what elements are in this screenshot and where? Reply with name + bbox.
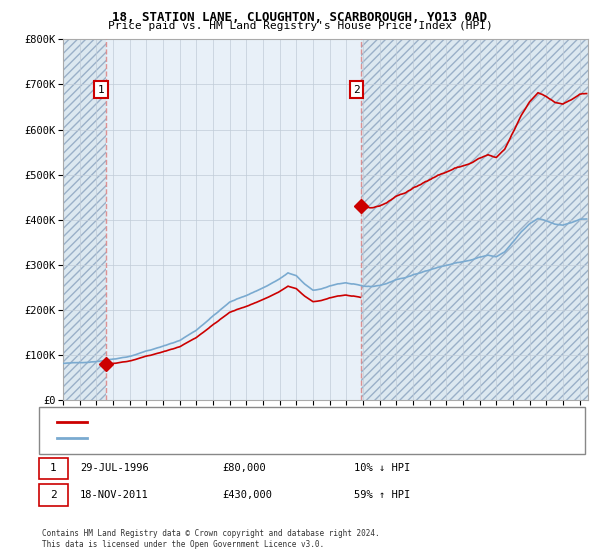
Text: £80,000: £80,000 bbox=[222, 463, 266, 473]
Text: 1: 1 bbox=[50, 463, 57, 473]
Text: 29-JUL-1996: 29-JUL-1996 bbox=[80, 463, 149, 473]
Text: £430,000: £430,000 bbox=[222, 490, 272, 500]
Text: 10% ↓ HPI: 10% ↓ HPI bbox=[354, 463, 410, 473]
Text: 18-NOV-2011: 18-NOV-2011 bbox=[80, 490, 149, 500]
Text: 2: 2 bbox=[353, 85, 360, 95]
Text: Price paid vs. HM Land Registry's House Price Index (HPI): Price paid vs. HM Land Registry's House … bbox=[107, 21, 493, 31]
Bar bbox=[361, 39, 588, 400]
Bar bbox=[63, 39, 106, 400]
Text: 18, STATION LANE, CLOUGHTON, SCARBOROUGH, YO13 0AD: 18, STATION LANE, CLOUGHTON, SCARBOROUGH… bbox=[113, 11, 487, 24]
Text: 1: 1 bbox=[98, 85, 104, 95]
Text: 59% ↑ HPI: 59% ↑ HPI bbox=[354, 490, 410, 500]
Text: 18, STATION LANE, CLOUGHTON, SCARBOROUGH, YO13 0AD (detached house): 18, STATION LANE, CLOUGHTON, SCARBOROUGH… bbox=[96, 418, 456, 427]
Text: Contains HM Land Registry data © Crown copyright and database right 2024.
This d: Contains HM Land Registry data © Crown c… bbox=[42, 529, 380, 549]
Text: 2: 2 bbox=[50, 490, 57, 500]
Text: HPI: Average price, detached house, North Yorkshire: HPI: Average price, detached house, Nort… bbox=[96, 434, 370, 443]
